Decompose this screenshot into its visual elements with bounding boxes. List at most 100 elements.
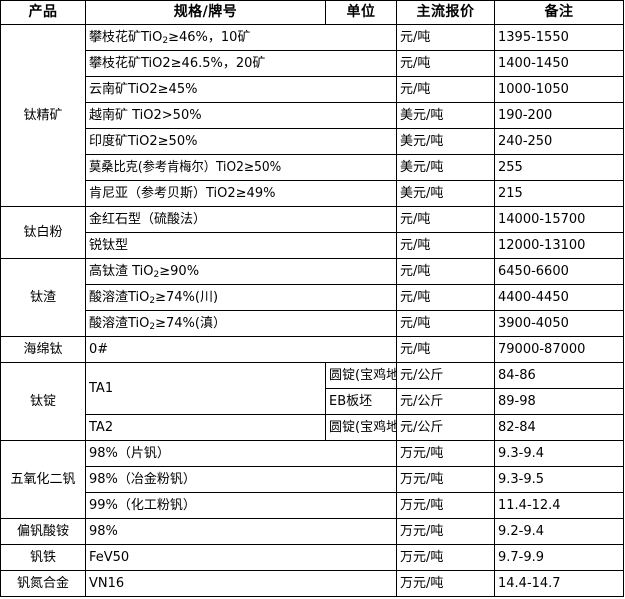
price-cell: 9.2-9.4 [494,518,624,545]
grade-cell: TA2 [85,414,326,441]
spec-cell: 攀枝花矿TiO2≥46%，10矿 [85,24,397,51]
price-cell: 14000-15700 [494,206,624,233]
unit-cell: 元/吨 [396,232,495,259]
price-cell: 84-86 [494,362,624,389]
spec-cell: 酸溶渣TiO2≥74%(川) [85,284,397,311]
table-row: 99%（化工粉钒）万元/吨11.4-12.4出厂含税现金价 [1,492,624,519]
unit-cell: 元/吨 [396,50,495,77]
product-name-cell: 偏钒酸铵 [0,518,86,545]
unit-cell: 元/吨 [396,206,495,233]
price-cell: 1400-1450 [494,50,624,77]
unit-cell: 元/吨 [396,336,495,363]
product-name-cell: 钛渣 [0,258,86,337]
spec-cell: 金红石型（硫酸法） [85,206,397,233]
unit-cell: 元/公斤 [396,362,495,389]
price-cell: 89-98 [494,388,624,415]
unit-cell: 美元/吨 [396,154,495,181]
spec-cell: 印度矿TiO2≥50% [85,128,397,155]
price-cell: 11.4-12.4 [494,492,624,519]
unit-cell: 万元/吨 [396,492,495,519]
spec-cell: 98% [85,518,397,545]
price-cell: 9.3-9.5 [494,466,624,493]
spec-cell: 肯尼亚（参考贝斯）TiO2≥49% [85,180,397,207]
price-cell: 14.4-14.7 [494,570,624,597]
unit-cell: 美元/吨 [396,180,495,207]
product-name-cell: 钒氮合金 [0,570,86,597]
table-body: 钛精矿攀枝花矿TiO2≥46%，10矿元/吨1395-1550出厂不含税现金价攀… [0,24,624,597]
unit-cell: 元/吨 [396,24,495,51]
grade-cell: TA1 [85,362,326,415]
spec-cell: EB板坯 [325,388,397,415]
product-name-cell: 钛精矿 [0,24,86,207]
product-name-cell: 海绵钛 [0,336,86,363]
spec-cell: 越南矿 TiO2>50% [85,102,397,129]
price-cell: 1395-1550 [494,24,624,51]
spec-cell: 酸溶渣TiO2≥74%(滇） [85,310,397,337]
table-row: 莫桑比克(参考肯梅尔）TiO2≥50%美元/吨255不含税港口交货 [1,154,624,181]
unit-cell: 元/吨 [396,76,495,103]
table-row: 肯尼亚（参考贝斯）TiO2≥49%美元/吨215不含税港口交货 [1,180,624,207]
price-cell: 79000-87000 [494,336,624,363]
table-header: 产品 规格/牌号 单位 主流报价 备注 [0,0,624,25]
unit-cell: 万元/吨 [396,570,495,597]
price-cell: 9.3-9.4 [494,440,624,467]
spec-cell: 98%（冶金粉钒） [85,466,397,493]
column-header-price: 主流报价 [396,0,495,25]
unit-cell: 万元/吨 [396,544,495,571]
spec-cell: 99%（化工粉钒） [85,492,397,519]
spec-cell: VN16 [85,570,397,597]
price-cell: 82-84 [494,414,624,441]
spec-cell: 锐钛型 [85,232,397,259]
header-row: 产品 规格/牌号 单位 主流报价 备注 [0,0,624,25]
price-cell: 240-250 [494,128,624,155]
price-cell: 255 [494,154,624,181]
unit-cell: 元/吨 [396,310,495,337]
column-header-product: 产品 [0,0,86,25]
product-name-cell: 钒铁 [0,544,86,571]
unit-cell: 元/公斤 [396,388,495,415]
spec-cell: 攀枝花矿TiO2≥46.5%，20矿 [85,50,397,77]
unit-cell: 美元/吨 [396,102,495,129]
price-cell: 215 [494,180,624,207]
product-name-cell: 五氧化二钒 [0,440,86,519]
price-cell: 4400-4450 [494,284,624,311]
unit-cell: 元/公斤 [396,414,495,441]
price-cell: 9.7-9.9 [494,544,624,571]
column-header-note: 备注 [494,0,624,25]
price-cell: 190-200 [494,102,624,129]
column-header-unit: 单位 [325,0,397,25]
spec-cell: FeV50 [85,544,397,571]
unit-cell: 元/吨 [396,284,495,311]
price-cell: 1000-1050 [494,76,624,103]
price-cell: 12000-13100 [494,232,624,259]
price-cell: 6450-6600 [494,258,624,285]
unit-cell: 万元/吨 [396,518,495,545]
price-cell: 3900-4050 [494,310,624,337]
unit-cell: 元/吨 [396,258,495,285]
spec-cell: 莫桑比克(参考肯梅尔）TiO2≥50% [85,154,397,181]
unit-cell: 美元/吨 [396,128,495,155]
spec-cell: 98%（片钒） [85,440,397,467]
table-row: 98%（冶金粉钒）万元/吨9.3-9.5出厂含税现金价 [1,466,624,493]
unit-cell: 万元/吨 [396,440,495,467]
unit-cell: 万元/吨 [396,466,495,493]
spec-cell: 云南矿TiO2≥45% [85,76,397,103]
spec-cell: 圆锭(宝鸡地区) [325,414,397,441]
spec-cell: 圆锭(宝鸡地区) [325,362,397,389]
